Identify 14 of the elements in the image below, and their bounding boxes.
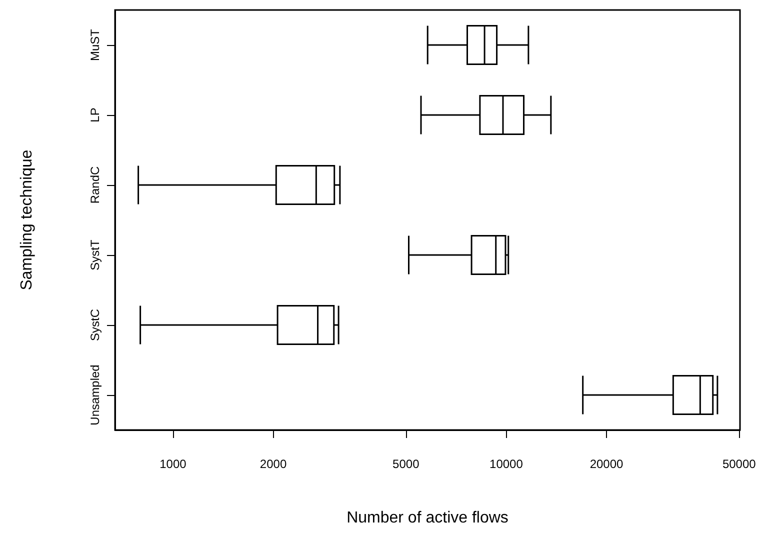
x-axis-title: Number of active flows	[346, 510, 508, 526]
y-tick-label: SystC	[88, 308, 102, 342]
y-tick-label: Unsampled	[88, 364, 102, 426]
y-tick-label: SystT	[88, 239, 102, 270]
y-tick-label: MuST	[88, 28, 102, 62]
x-tick-label: 50000	[722, 457, 756, 471]
x-tick-label: 2000	[260, 457, 287, 471]
y-tick-label: LP	[88, 108, 102, 122]
x-tick-label: 1000	[160, 457, 187, 471]
y-axis-title: Sampling technique	[18, 150, 36, 290]
y-tick-label: RandC	[88, 166, 102, 204]
x-tick-label: 10000	[490, 457, 524, 471]
x-tick-label: 20000	[590, 457, 624, 471]
x-tick-label: 5000	[392, 457, 420, 471]
